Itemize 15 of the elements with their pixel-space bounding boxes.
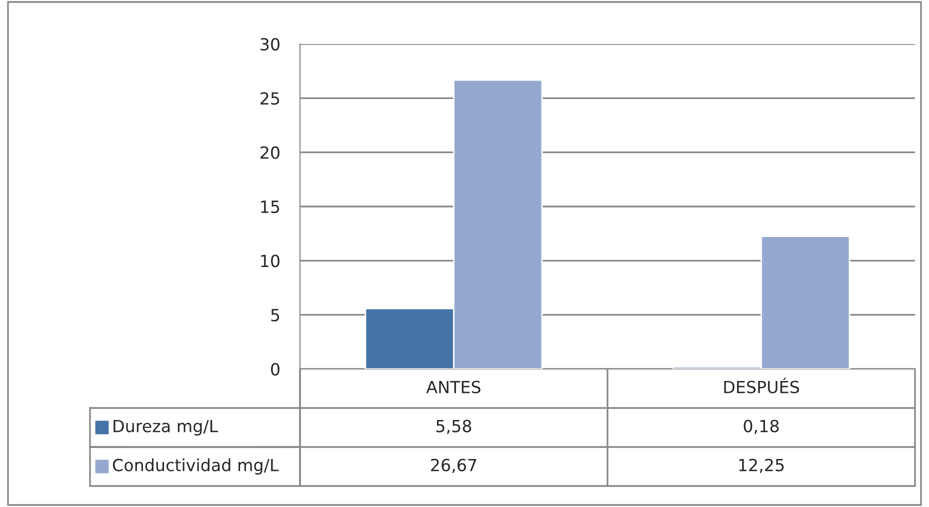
data-label: 26,67 [431,458,476,474]
y-tick-label: 30 [260,38,280,51]
data-label: 0,18 [744,420,779,434]
data-label: 12,25 [739,458,784,474]
y-tick-label: 25 [260,92,280,105]
y-tick-label: 15 [261,200,280,214]
y-tick-label: 5 [271,309,280,322]
data-label: 5,58 [436,420,472,434]
y-tick-label: 10 [261,254,280,268]
y-tick-label: 20 [260,146,280,159]
legend-label: Conductividad mg/L [112,458,279,475]
x-tick-label: DESPUÉS [724,378,799,394]
x-tick-label: ANTES [426,380,480,394]
y-tick-label: 0 [271,362,280,376]
legend-label: Dureza mg/L [114,420,218,436]
